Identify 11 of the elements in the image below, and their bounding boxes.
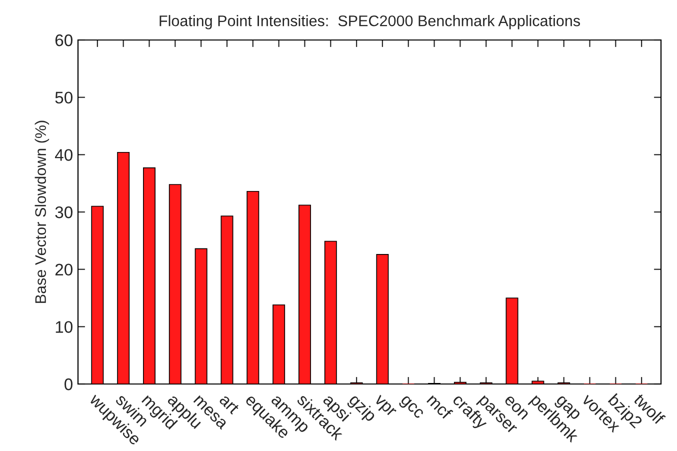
y-tick-label: 30: [55, 206, 72, 218]
y-axis-title: Base Vector Slowdown (%): [34, 120, 50, 303]
y-tick-label: 60: [55, 34, 72, 46]
y-tick-label: 10: [56, 321, 72, 333]
y-tick-label: 0: [64, 378, 72, 390]
x-tick-label: gcc: [398, 395, 424, 422]
y-tick-label: 20: [55, 264, 72, 276]
chart-title: Floating Point Intensities: SPEC2000 Benchmark Applications: [160, 15, 580, 30]
y-tick-label: 50: [55, 92, 72, 104]
y-tick-label: 40: [54, 149, 72, 161]
x-tick-label: mcf: [426, 393, 454, 420]
